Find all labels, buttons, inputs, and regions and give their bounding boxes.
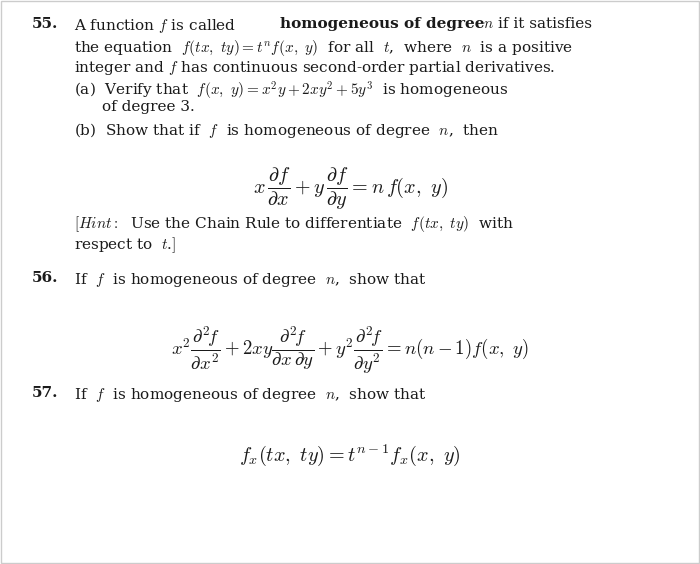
Text: A function $f$ is called: A function $f$ is called bbox=[74, 17, 236, 35]
Text: respect to  $t$.$]$: respect to $t$.$]$ bbox=[74, 235, 176, 255]
Text: 55.: 55. bbox=[32, 17, 58, 31]
Text: (a)  Verify that  $f(x,\ y) = x^{2}y + 2xy^{2} + 5y^{3}$  is homogeneous: (a) Verify that $f(x,\ y) = x^{2}y + 2xy… bbox=[74, 80, 508, 102]
Text: $x\,\dfrac{\partial f}{\partial x} + y\,\dfrac{\partial f}{\partial y} = n\,f(x,: $x\,\dfrac{\partial f}{\partial x} + y\,… bbox=[253, 166, 447, 212]
Text: 56.: 56. bbox=[32, 271, 58, 285]
Text: homogeneous of degree: homogeneous of degree bbox=[280, 17, 484, 31]
Text: if it satisfies: if it satisfies bbox=[498, 17, 592, 31]
Text: $[Hint:$  Use the Chain Rule to differentiate  $f(tx,\ ty)$  with: $[Hint:$ Use the Chain Rule to different… bbox=[74, 214, 514, 234]
Text: $x^{2}\dfrac{\partial^{2}\!f}{\partial x^{2}} + 2xy\dfrac{\partial^{2}\!f}{\part: $x^{2}\dfrac{\partial^{2}\!f}{\partial x… bbox=[171, 324, 529, 376]
Text: 57.: 57. bbox=[32, 386, 58, 400]
Text: of degree 3.: of degree 3. bbox=[102, 100, 195, 114]
Text: integer and $f$ has continuous second-order partial derivatives.: integer and $f$ has continuous second-or… bbox=[74, 59, 555, 77]
Text: (b)  Show that if  $f$  is homogeneous of degree  $n$,  then: (b) Show that if $f$ is homogeneous of d… bbox=[74, 121, 498, 140]
Text: the equation  $f(tx,\ ty) = t^{n}f(x,\ y)$  for all  $t$,  where  $n$  is a posi: the equation $f(tx,\ ty) = t^{n}f(x,\ y)… bbox=[74, 38, 573, 58]
Text: $n$: $n$ bbox=[483, 17, 493, 31]
Text: If  $f$  is homogeneous of degree  $n$,  show that: If $f$ is homogeneous of degree $n$, sho… bbox=[74, 271, 426, 289]
Text: $f_{x}(tx,\ ty) = t^{n-1}f_{x}(x,\ y)$: $f_{x}(tx,\ ty) = t^{n-1}f_{x}(x,\ y)$ bbox=[239, 443, 461, 468]
Text: If  $f$  is homogeneous of degree  $n$,  show that: If $f$ is homogeneous of degree $n$, sho… bbox=[74, 386, 426, 404]
